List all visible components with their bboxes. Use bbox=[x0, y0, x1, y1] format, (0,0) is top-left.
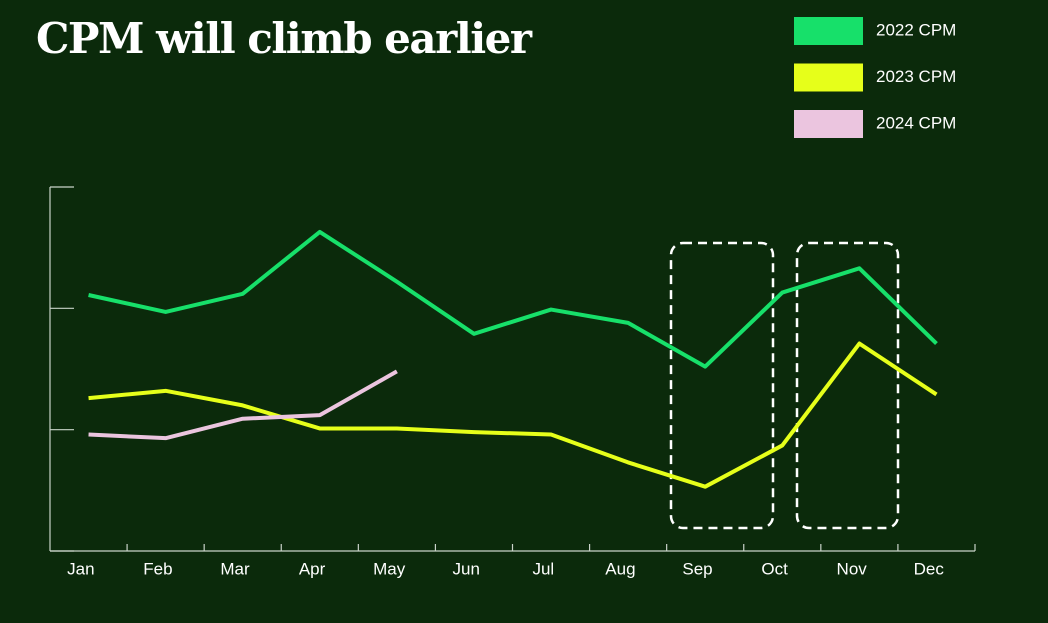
legend-swatch bbox=[794, 63, 863, 92]
legend-label: 2024 CPM bbox=[876, 113, 956, 132]
legend-swatch bbox=[794, 110, 863, 138]
legend-swatch bbox=[794, 17, 863, 45]
x-tick-label: May bbox=[373, 559, 406, 578]
x-tick-label: Jun bbox=[453, 559, 480, 578]
legend-label: 2023 CPM bbox=[876, 67, 956, 86]
series-line bbox=[88, 341, 938, 489]
x-tick-label: Sep bbox=[682, 559, 712, 578]
series-line bbox=[88, 369, 398, 441]
x-tick-label: Mar bbox=[220, 559, 250, 578]
x-tick-label: Feb bbox=[143, 559, 172, 578]
series-line bbox=[88, 229, 938, 369]
legend-label: 2022 CPM bbox=[876, 20, 956, 39]
x-tick-label: Oct bbox=[761, 559, 788, 578]
x-tick-label: Apr bbox=[299, 559, 326, 578]
highlight-box bbox=[669, 241, 775, 530]
highlight-box bbox=[795, 241, 900, 530]
x-tick-label: Jan bbox=[67, 559, 94, 578]
x-tick-label: Aug bbox=[605, 559, 635, 578]
x-tick-label: Nov bbox=[837, 559, 868, 578]
chart-title: CPM will climb earlier bbox=[36, 14, 533, 63]
x-tick-label: Dec bbox=[914, 559, 945, 578]
x-tick-label: Jul bbox=[532, 559, 554, 578]
